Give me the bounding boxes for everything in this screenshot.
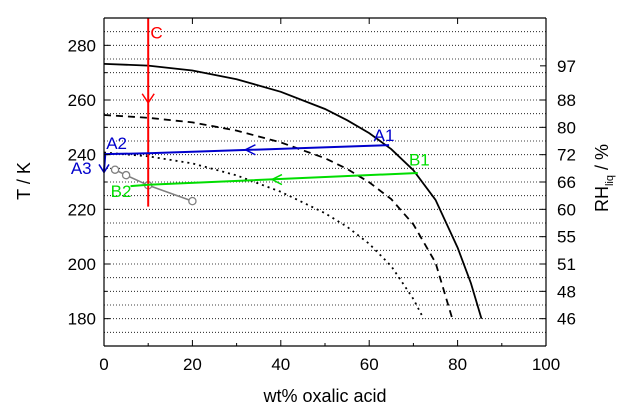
x-tick-label: 80 (448, 355, 467, 374)
x-tick-label: 20 (183, 355, 202, 374)
annotation-b1: B1 (409, 151, 430, 170)
data-point (110, 165, 120, 174)
annotation-b2: B2 (111, 182, 132, 201)
annotation-a2: A2 (106, 134, 127, 153)
trajectories (98, 18, 418, 207)
right-axis-title: RHliq / % (592, 144, 616, 212)
y-tick-label: 180 (68, 310, 96, 329)
y-tick-label: 260 (68, 91, 96, 110)
curves (104, 63, 483, 320)
arrow-icon (141, 93, 155, 105)
right-tick-label: 48 (557, 282, 576, 301)
series-line-dashed (104, 114, 454, 319)
y-tick-label: 200 (68, 255, 96, 274)
x-axis-title: wt% oxalic acid (262, 386, 386, 406)
right-tick-label: 88 (557, 91, 576, 110)
right-tick-label: 80 (557, 118, 576, 137)
right-tick-label: 55 (557, 228, 576, 247)
annotation-a1: A1 (374, 126, 395, 145)
right-tick-label: 72 (557, 146, 576, 165)
trajectory-b (130, 172, 418, 188)
y-tick-label: 220 (68, 200, 96, 219)
series-line-solid (104, 63, 483, 319)
arrow-icon (270, 173, 283, 186)
y-axis-title: T / K (14, 162, 34, 200)
right-tick-label: 66 (557, 173, 576, 192)
y-tick-label: 280 (68, 36, 96, 55)
right-axis-title-main: RH (592, 186, 612, 212)
right-tick-label: 46 (557, 310, 576, 329)
data-point (188, 196, 197, 206)
annotation-c: C (150, 24, 162, 43)
arrow-icon (243, 144, 256, 156)
x-tick-label: 100 (532, 355, 560, 374)
x-tick-label: 60 (360, 355, 379, 374)
right-axis-title-unit: / % (592, 144, 612, 175)
x-tick-label: 0 (99, 355, 108, 374)
y-tick-label: 240 (68, 146, 96, 165)
right-tick-label: 60 (557, 200, 576, 219)
annotation-a3: A3 (71, 159, 92, 178)
series-line-dotted (104, 151, 425, 320)
right-tick-label: 51 (557, 255, 576, 274)
x-tick-label: 40 (271, 355, 290, 374)
data-point (121, 170, 131, 180)
trajectory-a (103, 144, 390, 172)
annotations: C A1 A2 A3 B1 B2 (71, 24, 430, 202)
gridlines (104, 31, 546, 333)
series-line-solid (114, 168, 193, 202)
tick-labels: 0 20 40 60 80 100 180 200 220 240 260 280 97 88 80 72 66… (68, 36, 576, 374)
right-axis-title-subscript: liq (604, 175, 616, 186)
right-tick-label: 97 (557, 57, 576, 76)
axes (103, 17, 547, 347)
